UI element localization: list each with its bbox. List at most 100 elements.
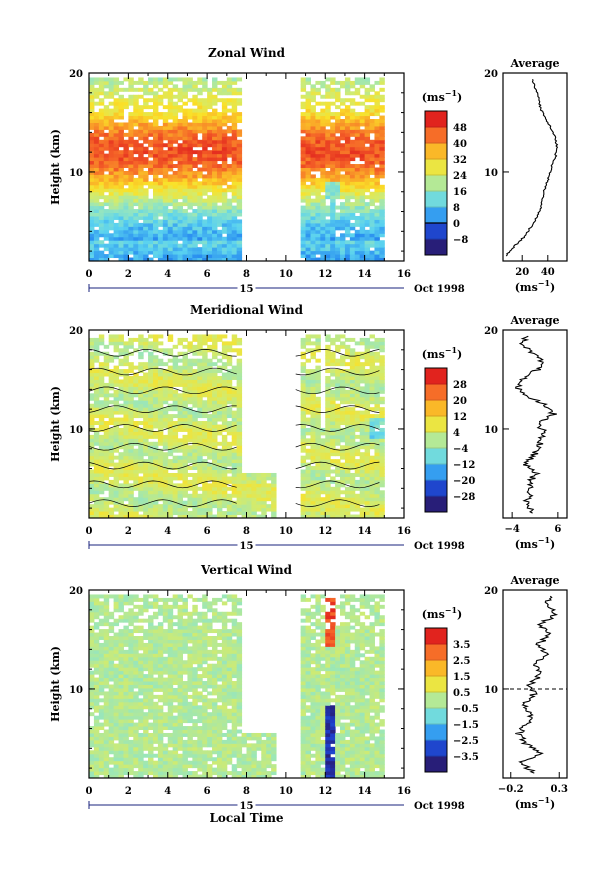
heatmap-cell <box>162 125 169 130</box>
heatmap-cell <box>123 143 129 148</box>
heatmap-cell <box>344 139 351 144</box>
heatmap-cell <box>325 348 331 353</box>
heatmap-cell <box>143 139 149 144</box>
heatmap-cell <box>108 372 115 377</box>
heatmap-cell <box>202 493 208 498</box>
heatmap-cell <box>148 167 154 172</box>
heatmap-cell <box>256 483 262 488</box>
heatmap-cell <box>221 400 228 405</box>
heatmap-cell <box>113 389 120 394</box>
heatmap-cell <box>162 167 169 172</box>
heatmap-cell <box>143 122 149 127</box>
heatmap-cell <box>216 236 223 241</box>
heatmap-cell <box>98 195 105 200</box>
heatmap-cell <box>187 215 193 220</box>
heatmap-cell <box>113 400 120 405</box>
heatmap-cell <box>305 376 311 380</box>
heatmap-cell <box>157 153 164 158</box>
heatmap-cell <box>89 476 95 481</box>
heatmap-cell <box>344 355 351 360</box>
heatmap-cell <box>320 459 326 464</box>
heatmap-cell <box>261 507 267 512</box>
heatmap-cell <box>344 389 351 394</box>
heatmap-cell <box>162 490 169 495</box>
heatmap-cell <box>207 417 213 422</box>
heatmap-cell <box>305 191 311 196</box>
heatmap-cell <box>152 198 159 203</box>
heatmap-cell <box>182 424 188 429</box>
heatmap-cell <box>315 372 321 377</box>
heatmap-cell <box>197 119 203 123</box>
heatmap-cell <box>310 369 316 374</box>
heatmap-cell <box>335 243 341 248</box>
heatmap-cell <box>379 369 385 374</box>
heatmap-cell <box>148 417 154 422</box>
heatmap-cell <box>212 233 218 238</box>
heatmap-cell <box>103 164 110 168</box>
heatmap-cell <box>113 167 120 172</box>
heatmap-cell <box>330 417 336 422</box>
heatmap-cell <box>310 167 316 172</box>
heatmap-cell <box>330 129 336 134</box>
heatmap-cell <box>216 129 223 134</box>
heatmap-cell <box>310 434 316 439</box>
heatmap-cell <box>354 410 361 415</box>
heatmap-cell <box>182 379 188 384</box>
heatmap-cell <box>118 507 124 512</box>
heatmap-cell <box>182 87 188 92</box>
heatmap-cell <box>364 119 371 123</box>
heatmap-cell <box>236 243 243 248</box>
heatmap-cell <box>320 146 326 151</box>
heatmap-cell <box>157 466 164 471</box>
heatmap-cell <box>123 202 129 207</box>
colorbar-tick-label: −12 <box>453 460 475 471</box>
heatmap-cell <box>148 164 154 168</box>
heatmap-cell <box>251 486 257 491</box>
heatmap-cell <box>202 233 208 238</box>
heatmap-cell <box>89 625 95 630</box>
heatmap-cell <box>212 348 218 353</box>
heatmap-cell <box>118 219 124 224</box>
x-tick-label: 8 <box>243 269 250 280</box>
heatmap-cell <box>226 452 233 457</box>
heatmap-cell <box>310 379 316 384</box>
heatmap-cell <box>123 483 129 488</box>
heatmap-cell <box>226 108 233 113</box>
heatmap-cell <box>305 250 311 255</box>
heatmap-cell <box>364 170 371 175</box>
heatmap-cell <box>93 483 100 488</box>
profile-line <box>505 79 559 257</box>
heatmap-cell <box>379 462 385 467</box>
heatmap-cell <box>143 150 149 155</box>
heatmap-cell <box>118 431 124 436</box>
heatmap-cell <box>305 417 311 422</box>
heatmap-cell <box>197 500 203 505</box>
heatmap-cell <box>335 164 341 168</box>
heatmap-cell <box>157 452 164 457</box>
heatmap-cell <box>226 226 233 231</box>
heatmap-cell <box>133 188 139 193</box>
heatmap-cell <box>89 122 95 127</box>
heatmap-cell <box>108 459 115 464</box>
heatmap-cell <box>226 386 233 391</box>
heatmap-cell <box>221 188 228 193</box>
heatmap-cell <box>231 455 238 460</box>
heatmap-cell <box>197 455 203 460</box>
colorbar-tick-label: 28 <box>453 380 467 391</box>
heatmap-cell <box>236 129 243 134</box>
heatmap-cell <box>177 77 184 82</box>
heatmap-cell <box>167 174 174 179</box>
heatmap-cell <box>148 80 154 85</box>
heatmap-cell <box>152 125 159 130</box>
heatmap-cell <box>202 191 208 196</box>
heatmap-cell <box>152 240 159 245</box>
heatmap-cell <box>103 247 110 252</box>
heatmap-cell <box>315 236 321 241</box>
heatmap-cell <box>369 400 375 405</box>
heatmap-cell <box>335 490 341 495</box>
heatmap-cell <box>138 146 144 151</box>
heatmap-cell <box>93 691 100 696</box>
heatmap-cell <box>359 143 366 148</box>
heatmap-cell <box>103 80 110 85</box>
heatmap-cell <box>103 594 110 599</box>
